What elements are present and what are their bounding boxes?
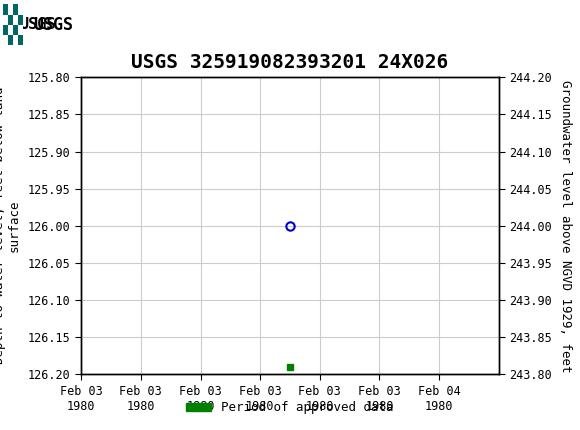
Bar — [18, 15, 23, 25]
Bar — [18, 4, 23, 15]
Bar — [3, 4, 107, 47]
Legend: Period of approved data: Period of approved data — [181, 396, 399, 419]
Bar — [8, 4, 13, 15]
Y-axis label: Depth to water level, feet below land
surface: Depth to water level, feet below land su… — [0, 87, 21, 365]
Text: USGS: USGS — [20, 17, 56, 32]
Bar — [8, 35, 13, 45]
Bar — [13, 25, 18, 35]
Text: USGS: USGS — [34, 16, 73, 34]
Bar — [8, 25, 13, 35]
Bar — [3, 4, 8, 15]
Bar — [18, 25, 23, 35]
Bar — [3, 15, 8, 25]
Bar — [3, 25, 8, 35]
Bar — [18, 35, 23, 45]
Text: USGS 325919082393201 24X026: USGS 325919082393201 24X026 — [132, 53, 448, 72]
Bar — [8, 15, 13, 25]
Y-axis label: Groundwater level above NGVD 1929, feet: Groundwater level above NGVD 1929, feet — [559, 80, 572, 372]
Bar — [13, 4, 18, 15]
Bar — [13, 15, 18, 25]
Bar — [3, 35, 8, 45]
Bar — [13, 35, 18, 45]
